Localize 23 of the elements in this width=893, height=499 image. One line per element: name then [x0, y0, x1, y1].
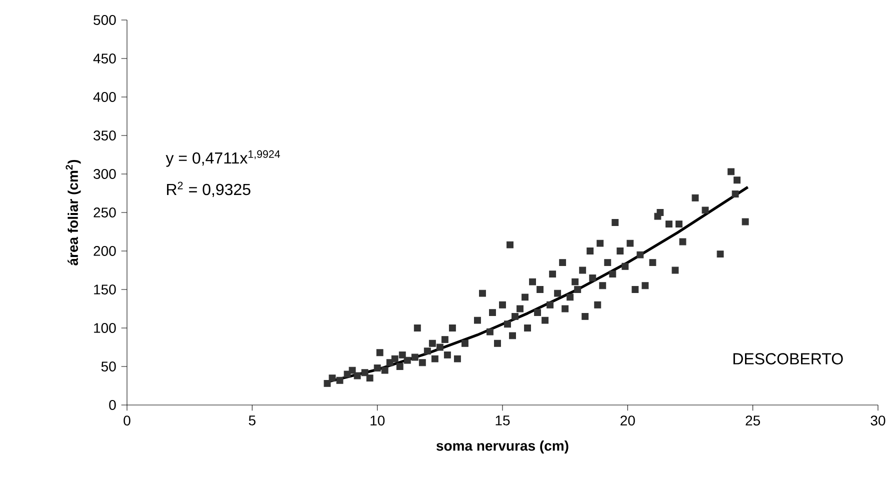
- x-tick-label: 20: [620, 416, 635, 426]
- y-tick-label: 400: [93, 92, 116, 102]
- y-tick-label: 50: [101, 362, 116, 372]
- y-tick-label: 500: [94, 15, 116, 25]
- x-axis-title: soma nervuras (cm): [436, 440, 568, 454]
- x-tick-label: 25: [746, 416, 760, 426]
- annotation: y = 0,4711x$^{1,9924}$: [166, 150, 280, 167]
- y-tick-label: 150: [94, 284, 116, 294]
- y-axis-title: área foliar (cm$^{2}$): [66, 160, 81, 266]
- x-tick-label: 15: [496, 416, 510, 426]
- y-tick-label: 350: [94, 130, 116, 140]
- annotation: R$^{2}$ = 0,9325: [167, 182, 250, 198]
- annotation: DESCOBERTO: [733, 353, 843, 364]
- y-tick-label: 0: [109, 400, 116, 410]
- x-tick-label: 0: [124, 416, 130, 426]
- y-tick-label: 450: [93, 54, 116, 64]
- x-tick-label: 10: [370, 416, 385, 426]
- x-tick-label: 5: [248, 416, 256, 426]
- y-tick-label: 100: [94, 323, 116, 333]
- y-tick-label: 200: [94, 246, 116, 256]
- x-tick-label: 30: [870, 416, 886, 426]
- y-tick-label: 250: [94, 208, 116, 218]
- y-tick-label: 300: [94, 169, 116, 179]
